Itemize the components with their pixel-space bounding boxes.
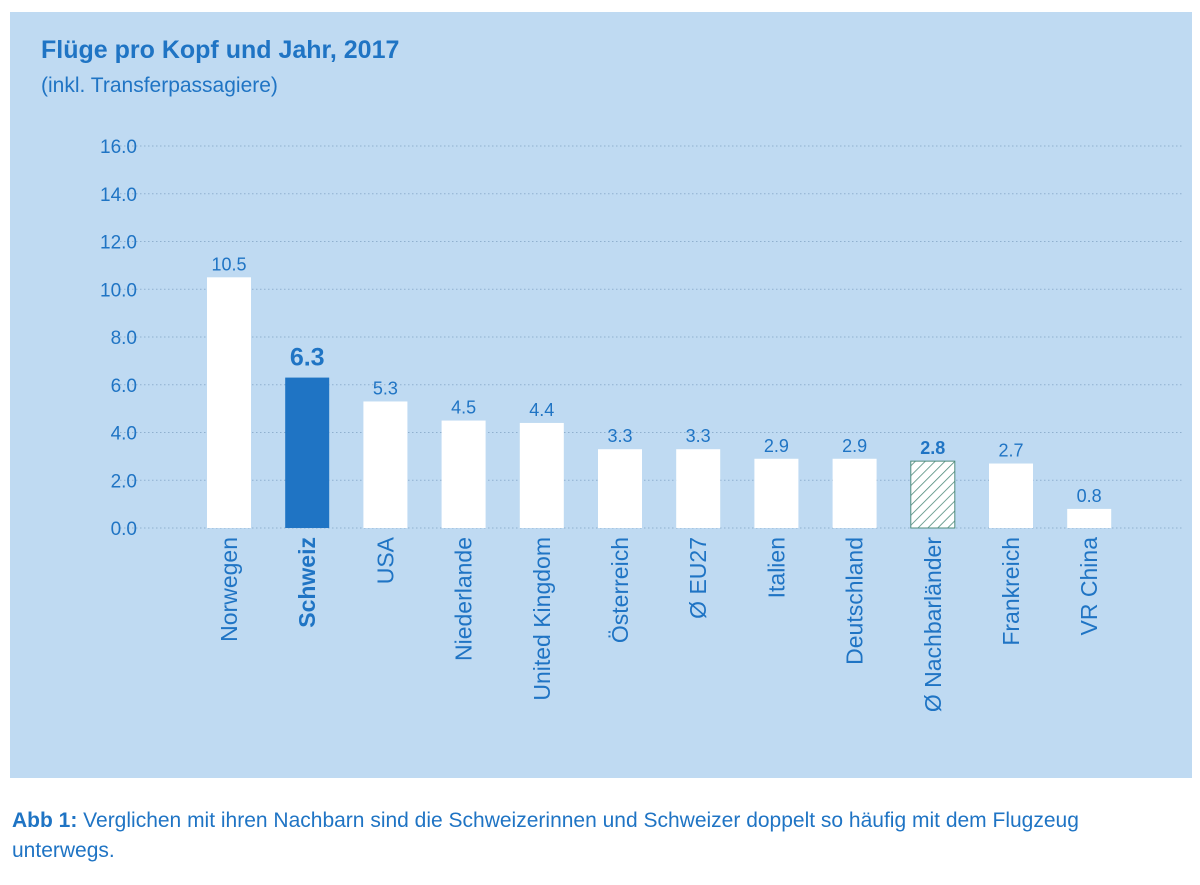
category-label: Schweiz bbox=[294, 537, 320, 628]
x-axis-labels: Norwegen Schweiz USA Niederlande United King… bbox=[216, 536, 1102, 712]
bar-chart: 0.0 2.0 4.0 6.0 8.0 10.0 12.0 14.0 16.0 10.5 6.3 5… bbox=[100, 137, 1182, 712]
bar bbox=[989, 463, 1033, 528]
bar bbox=[285, 377, 330, 528]
value-label: 4.5 bbox=[451, 398, 476, 418]
category-label: USA bbox=[372, 536, 398, 584]
bar bbox=[676, 449, 721, 528]
y-tick-label: 4.0 bbox=[111, 424, 137, 445]
bar bbox=[598, 449, 642, 528]
category-label: Österreich bbox=[607, 537, 633, 643]
bar bbox=[363, 401, 408, 528]
bar bbox=[832, 458, 877, 528]
category-label: Ø Nachbarländer bbox=[920, 537, 946, 712]
chart-subtitle: (inkl. Transferpassagiere) bbox=[41, 74, 278, 97]
chart-title: Flüge pro Kopf und Jahr, 2017 bbox=[41, 36, 400, 64]
figure-caption: Abb 1: Verglichen mit ihren Nachbarn sin… bbox=[12, 806, 1182, 866]
bar bbox=[441, 420, 486, 528]
value-label: 3.3 bbox=[686, 426, 711, 446]
bar bbox=[207, 277, 251, 528]
y-tick-label: 0.0 bbox=[111, 519, 137, 540]
category-label: Niederlande bbox=[451, 537, 477, 661]
value-labels: 10.5 6.3 5.3 4.5 4.4 3.3 3.3 2.9 2.9 2.8 2.7 0.8 bbox=[211, 254, 1101, 506]
bar bbox=[754, 458, 799, 528]
y-tick-label: 8.0 bbox=[111, 328, 137, 349]
y-tick-label: 10.0 bbox=[100, 280, 137, 301]
y-tick-label: 14.0 bbox=[100, 185, 137, 206]
caption-text: Verglichen mit ihren Nachbarn sind die S… bbox=[12, 809, 1079, 862]
bars bbox=[207, 277, 1112, 529]
y-tick-label: 2.0 bbox=[111, 471, 137, 492]
bar bbox=[519, 422, 564, 528]
bar bbox=[1067, 508, 1112, 528]
y-axis-ticks: 0.0 2.0 4.0 6.0 8.0 10.0 12.0 14.0 16.0 bbox=[100, 137, 137, 540]
value-label: 5.3 bbox=[373, 378, 398, 398]
category-label: Norwegen bbox=[216, 537, 242, 642]
value-label: 2.8 bbox=[920, 438, 945, 458]
category-label: Deutschland bbox=[842, 537, 868, 665]
category-label: United Kingdom bbox=[529, 537, 555, 701]
category-label: Frankreich bbox=[998, 537, 1024, 646]
value-label: 10.5 bbox=[211, 254, 246, 274]
category-label: Ø EU27 bbox=[685, 537, 711, 619]
value-label: 4.4 bbox=[529, 400, 554, 420]
value-label: 6.3 bbox=[290, 344, 325, 372]
category-label: VR China bbox=[1076, 537, 1102, 636]
y-tick-label: 12.0 bbox=[100, 233, 137, 254]
value-label: 2.7 bbox=[998, 441, 1023, 461]
bar bbox=[910, 460, 956, 529]
y-tick-label: 6.0 bbox=[111, 376, 137, 397]
value-label: 3.3 bbox=[607, 426, 632, 446]
value-label: 0.8 bbox=[1077, 486, 1102, 506]
value-label: 2.9 bbox=[842, 436, 867, 456]
y-tick-label: 16.0 bbox=[100, 137, 137, 158]
category-label: Italien bbox=[763, 537, 789, 598]
value-label: 2.9 bbox=[764, 436, 789, 456]
caption-label: Abb 1: bbox=[12, 809, 78, 832]
